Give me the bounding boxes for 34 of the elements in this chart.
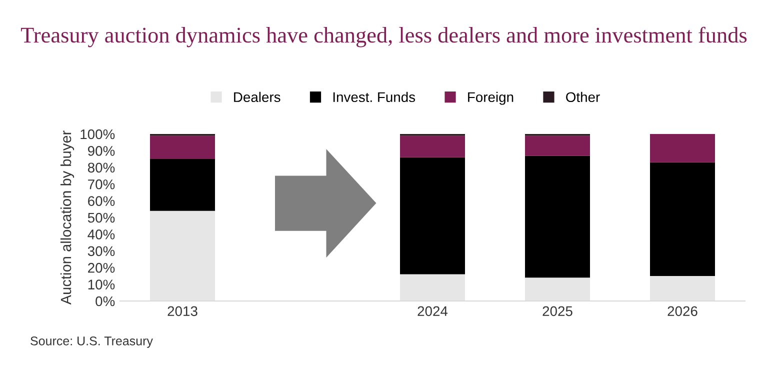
bar (400, 136, 465, 158)
y-tick-label: 30% (88, 246, 115, 256)
bar (150, 210, 215, 301)
x-tick-label: 2013 (168, 306, 198, 316)
bar (650, 162, 715, 276)
y-tick-label: 10% (88, 280, 115, 290)
bar (650, 276, 715, 301)
y-tick-label: 0% (96, 296, 115, 306)
legend-label: Other (566, 92, 600, 102)
bar (525, 136, 590, 156)
bar (400, 274, 465, 301)
bar (400, 157, 465, 274)
x-tick-label: 2025 (542, 306, 572, 316)
y-tick-label: 50% (88, 212, 115, 223)
bar (150, 159, 215, 211)
source-note: Source: U.S. Treasury (30, 336, 153, 348)
bar (525, 278, 590, 301)
y-tick-label: 80% (88, 162, 115, 173)
legend-label: Invest. Funds (333, 92, 416, 102)
legend-label: Foreign (468, 92, 514, 105)
y-tick-label: 20% (88, 262, 115, 273)
y-tick-label: 70% (88, 179, 115, 190)
y-tick-label: 90% (88, 146, 115, 156)
y-tick-label: 100% (80, 129, 115, 140)
x-tick-label: 2024 (418, 306, 448, 316)
chart-title: Treasury auction dynamics have changed, less dealers and more investment funds (21, 26, 747, 48)
bar (525, 156, 590, 278)
legend-label: Dealers (234, 92, 280, 102)
bar (650, 134, 715, 162)
y-axis-title: Auction allocation by buyer (60, 130, 74, 305)
y-tick-label: 40% (88, 230, 115, 240)
bar (150, 136, 215, 160)
y-tick-label: 60% (88, 196, 115, 206)
x-tick-label: 2026 (668, 306, 698, 316)
